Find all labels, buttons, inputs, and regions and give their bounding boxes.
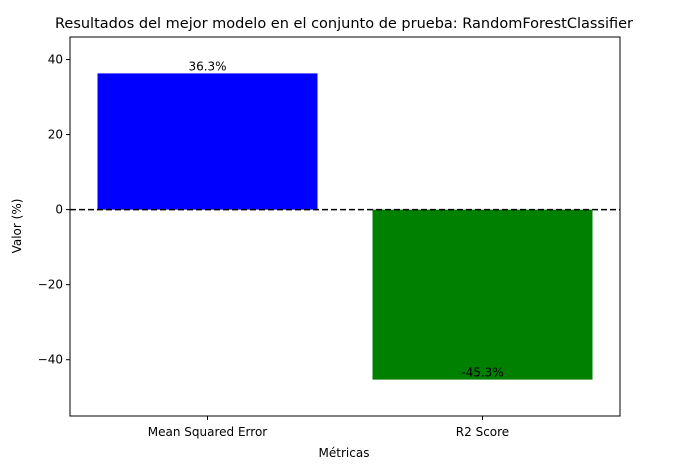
data-labels-group: 36.3% -45.3% (188, 59, 503, 379)
y-tick-label: 0 (55, 203, 63, 217)
bars-group (97, 73, 593, 380)
data-label: 36.3% (188, 59, 226, 73)
y-tick-label: 40 (48, 53, 63, 67)
x-tick-label: R2 Score (456, 425, 509, 439)
data-label: -45.3% (461, 366, 503, 380)
x-tick-label: Mean Squared Error (148, 425, 268, 439)
bar-mean-squared-error (97, 73, 318, 210)
x-axis: Mean Squared Error R2 Score (148, 416, 509, 439)
y-tick-label: −20 (38, 278, 63, 292)
y-axis: −40 −20 0 20 40 (38, 53, 70, 367)
y-axis-label: Valor (%) (10, 199, 24, 254)
y-tick-label: −40 (38, 353, 63, 367)
x-axis-label: Métricas (319, 446, 370, 460)
y-tick-label: 20 (48, 128, 63, 142)
bar-r2-score (372, 209, 593, 380)
chart-title: Resultados del mejor modelo en el conjun… (55, 16, 633, 32)
plot-area-frame (69, 36, 621, 417)
